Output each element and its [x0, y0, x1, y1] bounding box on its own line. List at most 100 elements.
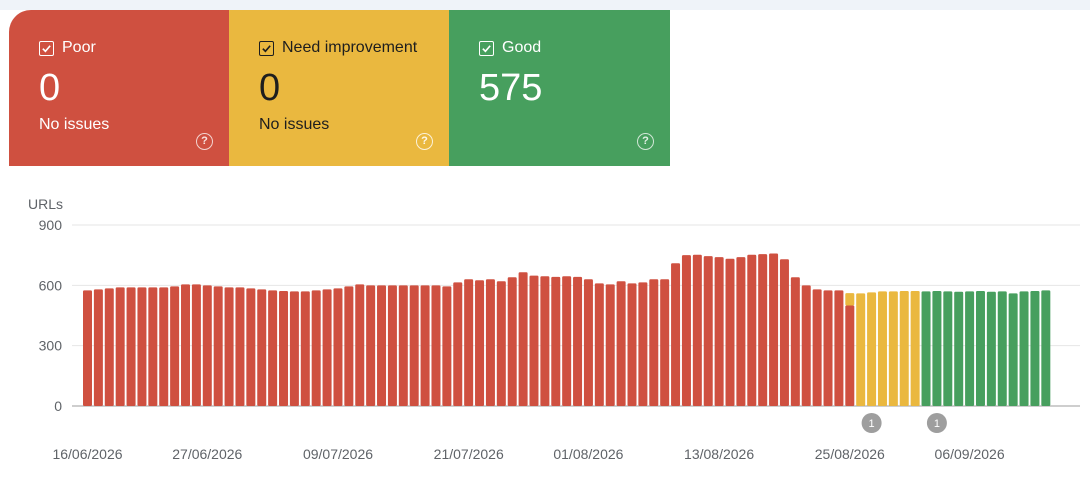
bar-poor[interactable] — [387, 285, 397, 406]
bar-need[interactable] — [867, 292, 877, 406]
annotation-circle[interactable] — [861, 413, 882, 433]
bar-poor[interactable] — [83, 290, 92, 406]
bar-poor[interactable] — [398, 285, 408, 406]
bar-poor[interactable] — [170, 286, 180, 406]
bar-need[interactable] — [888, 291, 898, 406]
bar-poor[interactable] — [115, 287, 125, 406]
bar-poor[interactable] — [126, 287, 136, 406]
bar-poor[interactable] — [453, 282, 463, 406]
bar-good[interactable] — [986, 291, 996, 406]
bar-poor[interactable] — [671, 263, 681, 406]
bar-poor[interactable] — [246, 288, 256, 406]
bar-poor[interactable] — [224, 287, 234, 406]
bar-poor[interactable] — [464, 279, 474, 406]
help-icon[interactable]: ? — [637, 133, 654, 150]
bar-poor[interactable] — [507, 277, 517, 406]
bar-good[interactable] — [1041, 290, 1051, 406]
bar-good[interactable] — [1019, 291, 1029, 406]
bar-poor[interactable] — [268, 290, 278, 406]
bar-need[interactable] — [856, 293, 866, 406]
bar-poor[interactable] — [573, 276, 583, 406]
bar-poor[interactable] — [235, 287, 245, 406]
bar-poor[interactable] — [638, 282, 648, 406]
bar-poor[interactable] — [333, 288, 343, 406]
bar-good[interactable] — [1008, 293, 1018, 406]
checkbox-checked-icon[interactable] — [259, 40, 274, 56]
bar-poor[interactable] — [660, 279, 670, 406]
bar-good[interactable] — [975, 290, 985, 406]
bar-poor[interactable] — [605, 284, 615, 406]
bar-need[interactable] — [845, 293, 855, 306]
bar-poor[interactable] — [322, 289, 332, 406]
bar-poor[interactable] — [137, 287, 147, 406]
bar-poor[interactable] — [104, 288, 114, 406]
bar-good[interactable] — [954, 291, 964, 406]
bar-poor[interactable] — [529, 275, 539, 406]
bar-poor[interactable] — [366, 285, 376, 406]
bar-poor[interactable] — [518, 272, 528, 406]
bar-need[interactable] — [910, 290, 920, 406]
bar-poor[interactable] — [191, 284, 201, 406]
bar-poor[interactable] — [714, 257, 724, 406]
bar-poor[interactable] — [758, 254, 768, 406]
bar-poor[interactable] — [812, 289, 822, 406]
help-icon[interactable]: ? — [416, 133, 433, 150]
need-improvement-card[interactable]: Need improvement 0 No issues ? — [229, 10, 449, 166]
bar-poor[interactable] — [681, 255, 691, 406]
bar-good[interactable] — [965, 291, 975, 406]
bar-poor[interactable] — [790, 277, 800, 406]
annotation-marker[interactable]: 1 — [926, 413, 947, 433]
checkbox-checked-icon[interactable] — [39, 40, 54, 56]
bar-poor[interactable] — [769, 253, 779, 406]
bar-poor[interactable] — [845, 305, 855, 406]
help-icon[interactable]: ? — [196, 133, 213, 150]
bar-poor[interactable] — [779, 259, 789, 406]
bar-poor[interactable] — [409, 285, 419, 406]
bar-poor[interactable] — [355, 284, 365, 406]
bar-poor[interactable] — [442, 286, 452, 406]
annotation-marker[interactable]: 1 — [861, 413, 882, 433]
bar-poor[interactable] — [627, 283, 637, 406]
bar-need[interactable] — [899, 290, 909, 406]
bar-poor[interactable] — [257, 289, 267, 406]
bar-poor[interactable] — [420, 285, 430, 406]
bar-poor[interactable] — [202, 285, 212, 406]
bar-poor[interactable] — [279, 290, 289, 406]
bar-poor[interactable] — [377, 285, 387, 406]
bar-poor[interactable] — [616, 281, 626, 406]
annotation-circle[interactable] — [926, 413, 947, 433]
checkbox-checked-icon[interactable] — [479, 40, 494, 56]
bar-need[interactable] — [877, 291, 887, 406]
bar-poor[interactable] — [801, 285, 811, 406]
bar-good[interactable] — [921, 291, 931, 406]
bar-poor[interactable] — [692, 254, 702, 406]
bar-good[interactable] — [997, 291, 1007, 406]
bar-poor[interactable] — [148, 287, 158, 406]
bar-poor[interactable] — [475, 280, 485, 406]
poor-card[interactable]: Poor 0 No issues ? — [9, 10, 229, 166]
bar-poor[interactable] — [834, 290, 844, 406]
bar-poor[interactable] — [289, 291, 299, 406]
bar-poor[interactable] — [823, 290, 833, 406]
bar-good[interactable] — [943, 291, 953, 406]
good-card[interactable]: Good 575 ? — [449, 10, 670, 166]
bar-poor[interactable] — [300, 291, 310, 406]
bar-good[interactable] — [932, 290, 942, 406]
bar-poor[interactable] — [594, 283, 604, 406]
bar-poor[interactable] — [649, 279, 659, 406]
bar-poor[interactable] — [311, 290, 321, 406]
bar-poor[interactable] — [703, 256, 713, 406]
bar-poor[interactable] — [736, 257, 746, 406]
bar-poor[interactable] — [562, 276, 572, 406]
bar-poor[interactable] — [213, 286, 223, 406]
bar-poor[interactable] — [159, 287, 169, 406]
bar-poor[interactable] — [93, 289, 103, 406]
bar-poor[interactable] — [181, 284, 191, 406]
bar-poor[interactable] — [747, 254, 757, 406]
bar-poor[interactable] — [344, 286, 354, 406]
bar-poor[interactable] — [725, 258, 735, 406]
bar-poor[interactable] — [431, 285, 441, 406]
bar-poor[interactable] — [583, 279, 593, 406]
bar-poor[interactable] — [540, 276, 550, 406]
bar-poor[interactable] — [551, 276, 561, 406]
